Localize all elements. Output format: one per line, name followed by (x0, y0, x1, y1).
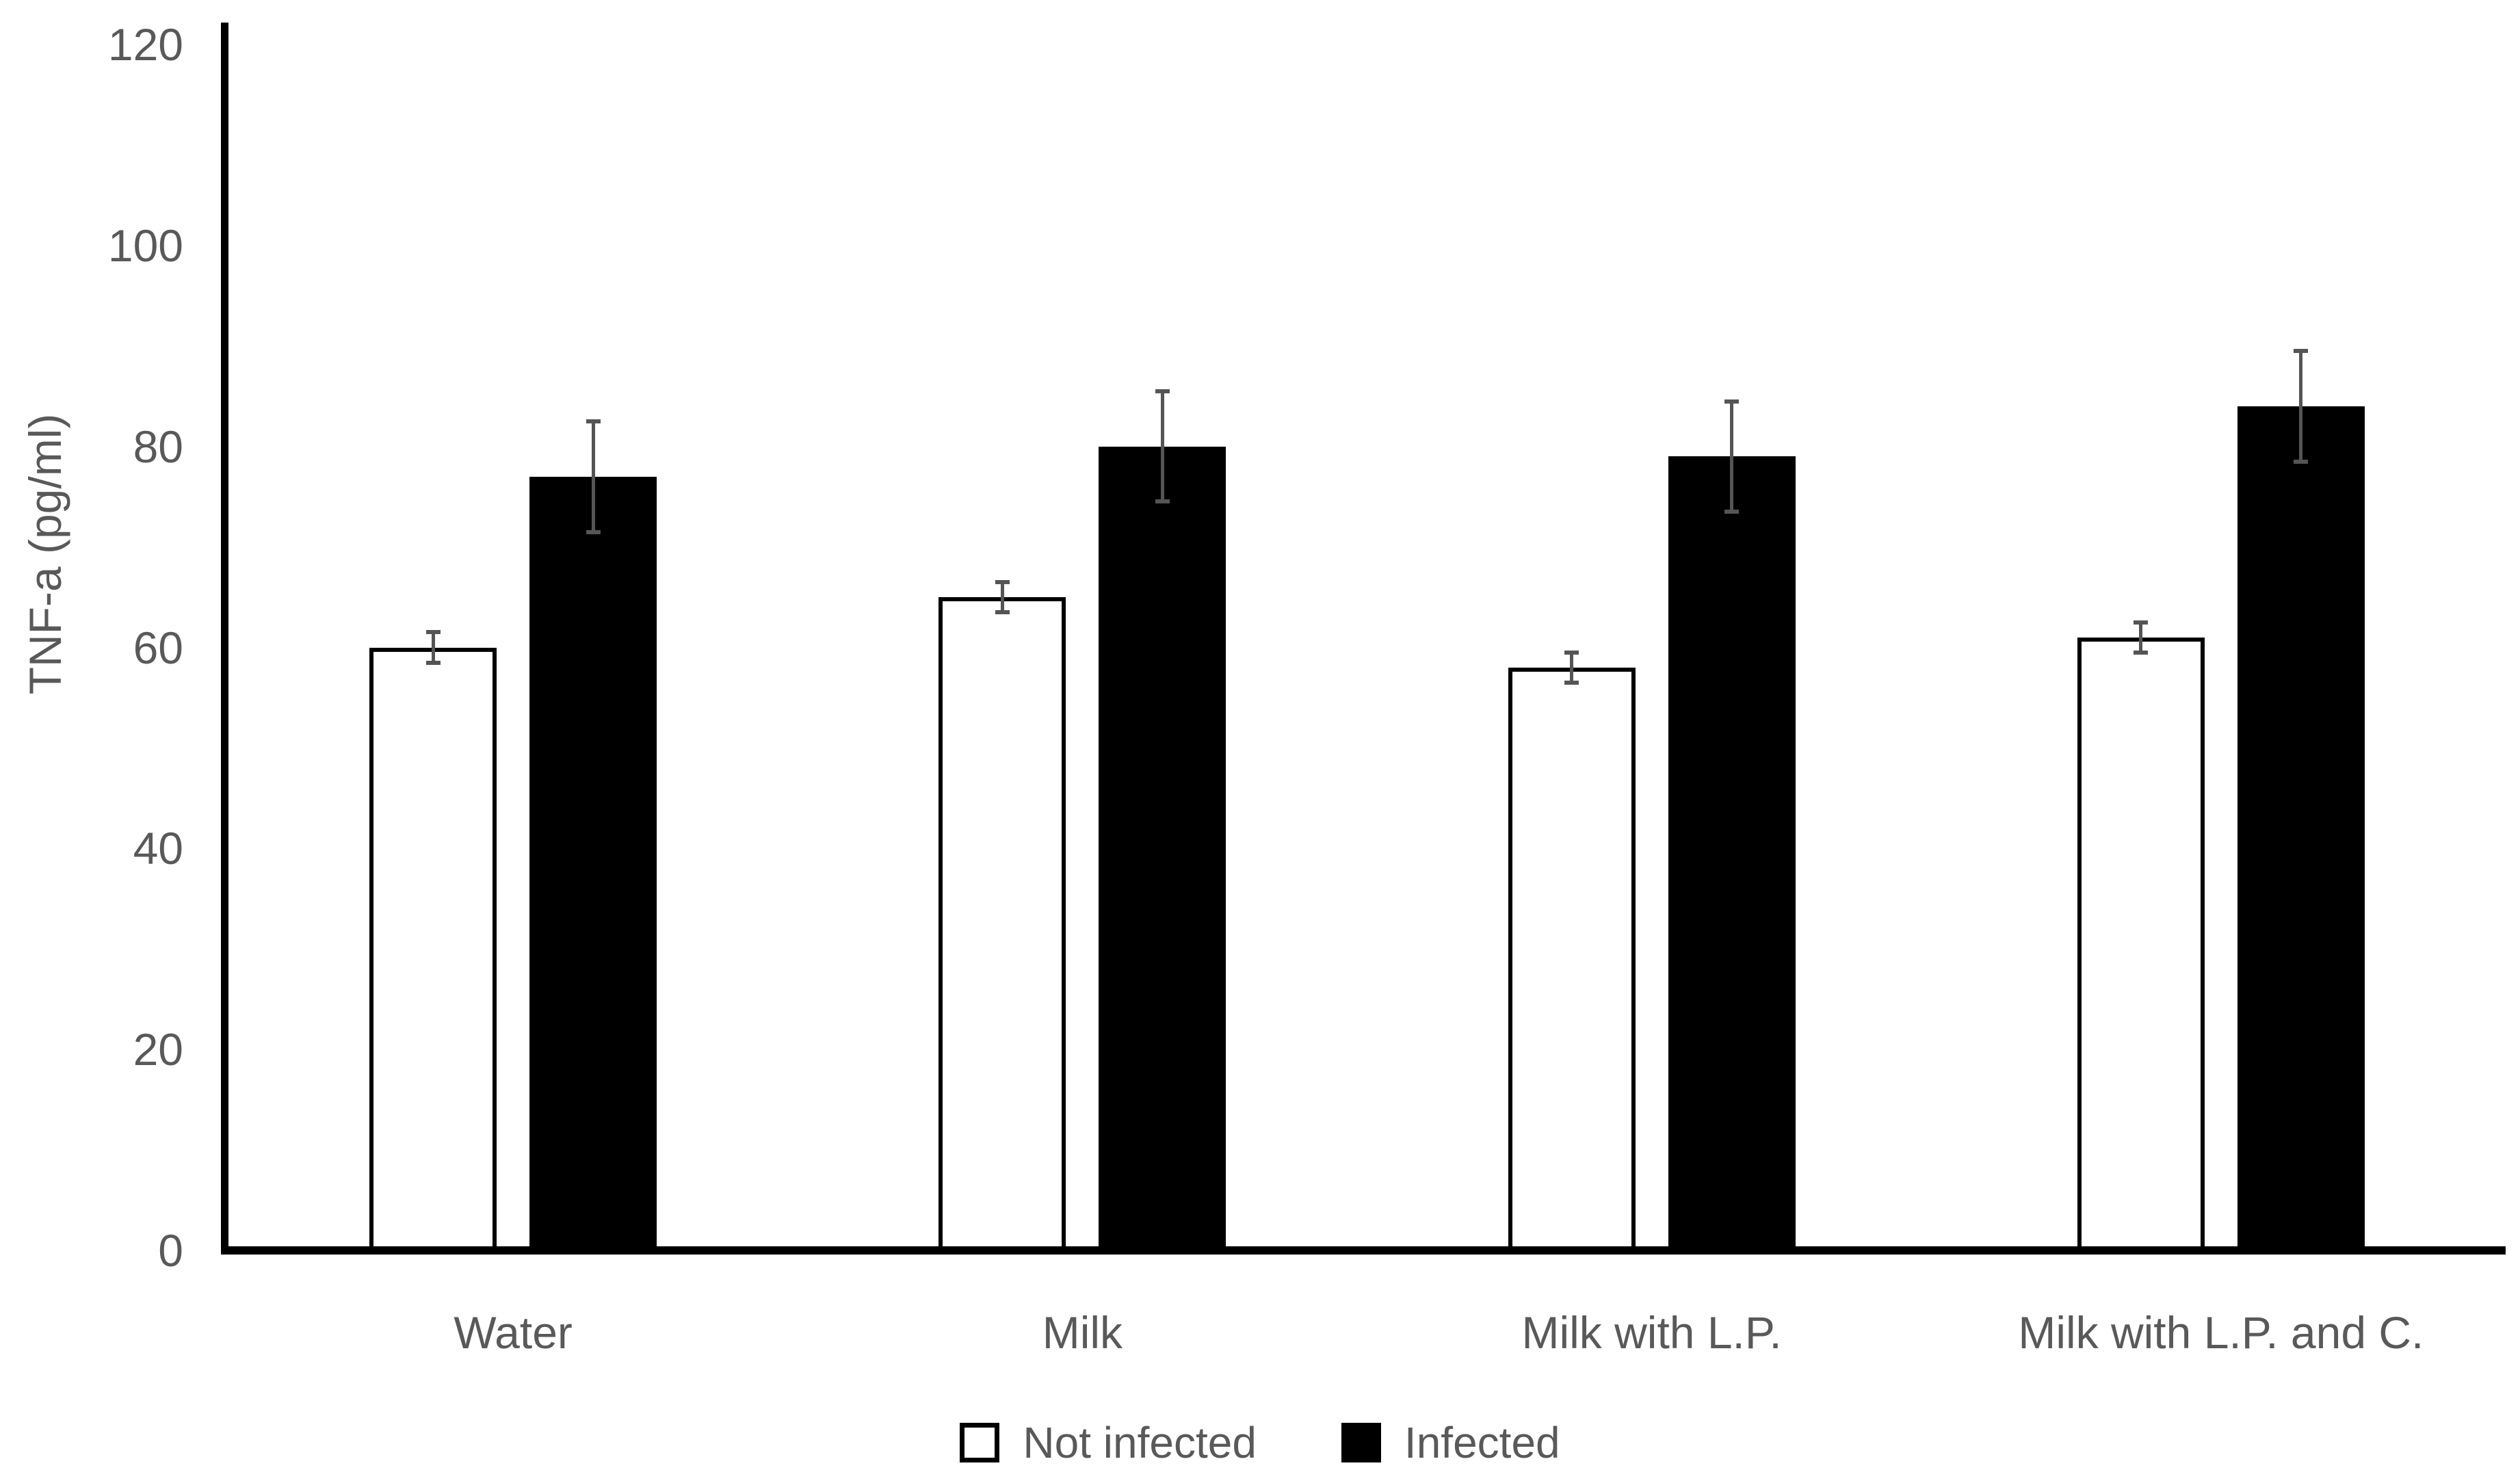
error-bar-infected-water-top-cap (586, 419, 601, 423)
error-bar-not-infected-milk-with-l-p-and-c-line (2139, 622, 2143, 653)
y-tick-label-80: 80 (133, 421, 183, 472)
y-axis-line (221, 23, 228, 1255)
bar-infected-milk (1099, 446, 1226, 1250)
legend: Not infected Infected (0, 1402, 2520, 1483)
error-bar-infected-milk-with-l-p-and-c-bottom-cap (2294, 459, 2309, 464)
bar-infected-milk-with-l-p (1668, 456, 1796, 1250)
y-tick-label-120: 120 (107, 19, 183, 70)
legend-swatch-infected (1341, 1423, 1381, 1462)
error-bar-not-infected-water-line (431, 632, 435, 663)
bar-infected-water (529, 476, 657, 1250)
bar-infected-milk-with-l-p-and-c (2237, 406, 2365, 1250)
bar-not-infected-water (369, 647, 497, 1250)
error-bar-infected-milk-line (1160, 391, 1164, 502)
legend-item-infected: Infected (1341, 1421, 1560, 1465)
error-bar-not-infected-milk-line (1000, 582, 1004, 613)
error-bar-infected-milk-top-cap (1155, 389, 1170, 393)
error-bar-not-infected-milk-top-cap (995, 580, 1010, 584)
error-bar-infected-milk-bottom-cap (1155, 499, 1170, 504)
y-tick-label-40: 40 (133, 823, 183, 874)
error-bar-not-infected-milk-with-l-p-and-c-bottom-cap (2134, 650, 2149, 655)
y-tick-label-100: 100 (107, 220, 183, 271)
error-bar-infected-milk-with-l-p-line (1730, 401, 1734, 512)
error-bar-not-infected-milk-with-l-p-and-c-top-cap (2134, 620, 2149, 625)
error-bar-not-infected-milk-bottom-cap (995, 610, 1010, 615)
error-bar-infected-milk-with-l-p-and-c-line (2299, 351, 2303, 462)
legend-swatch-not-infected (960, 1423, 1000, 1462)
error-bar-infected-milk-with-l-p-bottom-cap (1724, 510, 1740, 514)
error-bar-not-infected-milk-with-l-p-top-cap (1564, 650, 1579, 655)
legend-label-not-infected: Not infected (1023, 1418, 1257, 1467)
legend-label-infected: Infected (1404, 1418, 1560, 1467)
y-tick-label-60: 60 (133, 622, 183, 673)
legend-item-not-infected: Not infected (960, 1421, 1257, 1465)
error-bar-not-infected-milk-with-l-p-bottom-cap (1564, 680, 1579, 685)
x-axis-label-milk-with-l-p-and-c: Milk with L.P. and C. (2018, 1307, 2424, 1358)
x-axis-line (221, 1246, 2506, 1255)
error-bar-infected-water-bottom-cap (586, 529, 601, 534)
bar-not-infected-milk (939, 597, 1066, 1250)
error-bar-infected-milk-with-l-p-and-c-top-cap (2294, 349, 2309, 354)
error-bar-not-infected-water-top-cap (425, 630, 441, 635)
error-bar-infected-water-line (591, 421, 595, 532)
error-bar-infected-milk-with-l-p-top-cap (1724, 399, 1740, 404)
bar-not-infected-milk-with-l-p-and-c (2077, 637, 2205, 1250)
y-tick-label-20: 20 (133, 1024, 183, 1075)
error-bar-not-infected-milk-with-l-p-line (1570, 652, 1574, 683)
y-tick-label-0: 0 (158, 1225, 183, 1276)
error-bar-not-infected-water-bottom-cap (425, 660, 441, 665)
x-axis-label-milk-with-l-p: Milk with L.P. (1521, 1307, 1782, 1358)
x-axis-label-milk: Milk (1042, 1307, 1123, 1358)
bar-not-infected-milk-with-l-p (1508, 667, 1636, 1250)
x-axis-label-water: Water (454, 1307, 573, 1358)
